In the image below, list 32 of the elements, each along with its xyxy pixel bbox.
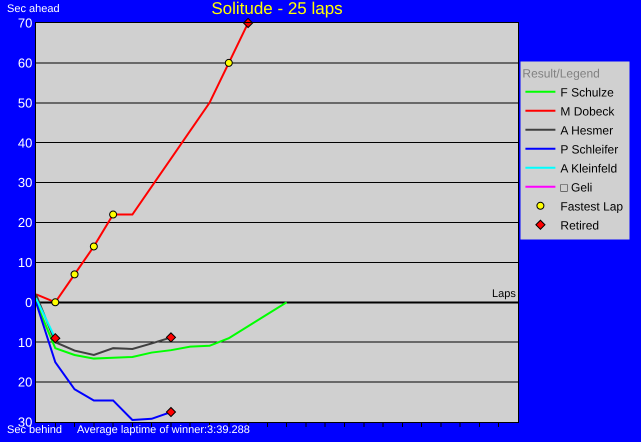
y-tick-label: 10 <box>18 254 32 270</box>
legend-title: Result/Legend <box>522 66 600 80</box>
legend-label: F Schulze <box>560 85 614 100</box>
text: Average laptime of winner:3:39.288 <box>77 424 250 436</box>
line-series <box>36 301 288 360</box>
y-tick-label: 40 <box>18 135 32 150</box>
point <box>50 333 60 344</box>
point <box>90 242 98 250</box>
legend-label: M Dobeck <box>560 104 616 118</box>
y-tick-label: 20 <box>18 374 32 390</box>
y-tick-label: 70 <box>18 16 32 31</box>
legend-label: Fastest Lap <box>560 199 624 214</box>
y-tick-label: 60 <box>18 55 32 70</box>
point <box>166 332 176 342</box>
y-tick-label: 0 <box>25 294 32 310</box>
legend-label: P Schleifer <box>560 142 618 156</box>
point <box>70 270 79 278</box>
legend-label: Retired <box>560 218 600 232</box>
y-tick-label: 50 <box>18 95 32 110</box>
y-tick-label: 20 <box>18 215 32 230</box>
point <box>51 298 60 306</box>
y-tick-label: 30 <box>18 175 32 190</box>
text: Sec ahead <box>7 3 60 15</box>
x-axis-title: Laps <box>492 288 516 300</box>
point <box>109 210 118 219</box>
point <box>224 58 233 67</box>
legend-label: A Kleinfeld <box>560 161 618 176</box>
legend-label: □ Geli <box>560 180 592 194</box>
legend-label: A Hesmer <box>560 123 614 138</box>
y-tick-label: 10 <box>18 334 32 350</box>
point <box>166 406 176 418</box>
chart-title: Solitude - 25 laps <box>211 0 343 18</box>
